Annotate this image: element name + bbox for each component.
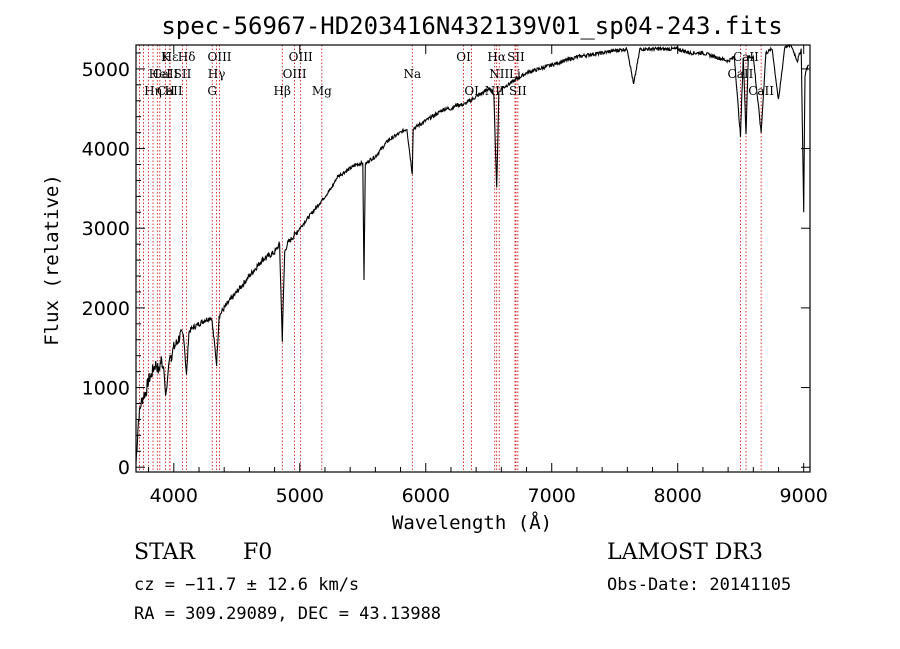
line-label-19: Hα <box>487 50 506 64</box>
chart-title: spec-56967-HD203416N432139V01_sp04-243.f… <box>161 12 782 40</box>
plot-frame <box>135 44 811 473</box>
line-label-16: Na <box>403 67 421 81</box>
line-label-9: OIII <box>207 50 231 64</box>
line-label-5: SII <box>174 67 192 81</box>
line-label-26: CaII <box>728 67 754 81</box>
coordinates: RA = 309.29089, DEC = 43.13988 <box>134 604 442 624</box>
y-tick-label-0: 0 <box>118 457 130 479</box>
y-tick-label-1: 1000 <box>82 378 130 400</box>
line-label-1: CaII <box>153 67 179 81</box>
line-label-27: CaII <box>748 84 774 98</box>
y-tick-label-2: 2000 <box>82 298 130 320</box>
line-label-7: Hη <box>144 84 162 98</box>
series-line-flux <box>135 43 810 464</box>
observation-date: Obs-Date: 20141105 <box>607 575 792 595</box>
x-tick-label-3: 7000 <box>528 485 576 507</box>
line-label-3: Hδ <box>178 50 196 64</box>
y-tick-label-4: 4000 <box>82 139 130 161</box>
x-tick-label-0: 4000 <box>150 485 198 507</box>
spectral-line-markers <box>135 45 762 472</box>
spectrum-chart: spec-56967-HD203416N432139V01_sp04-243.f… <box>41 12 828 534</box>
line-label-25: CaII <box>733 50 759 64</box>
line-label-21: NII <box>489 67 509 81</box>
line-label-24: SII <box>509 84 527 98</box>
line-label-13: OIII <box>283 67 307 81</box>
line-label-12: OIII <box>289 50 313 64</box>
object-type: STAR <box>134 540 195 565</box>
x-axis-ticks: 4000 5000 6000 7000 8000 9000 <box>148 45 828 507</box>
line-label-22: Li <box>509 67 521 81</box>
series-layer <box>135 43 810 464</box>
x-tick-label-5: 9000 <box>780 485 828 507</box>
x-tick-label-4: 8000 <box>654 485 702 507</box>
line-label-20: SII <box>507 50 525 64</box>
survey-name: LAMOST DR3 <box>607 540 763 565</box>
line-label-17: OI <box>456 50 471 64</box>
y-tick-label-3: 3000 <box>82 218 130 240</box>
line-label-11: G <box>207 84 217 98</box>
x-tick-label-2: 6000 <box>402 485 450 507</box>
x-tick-label-1: 5000 <box>276 485 324 507</box>
y-tick-label-5: 5000 <box>82 59 130 81</box>
line-label-6: CaII <box>157 84 183 98</box>
x-axis-label: Wavelength (Å) <box>392 511 552 534</box>
line-label-4: HeI <box>149 67 172 81</box>
object-subclass: F0 <box>243 540 273 565</box>
redshift-velocity: cz = −11.7 ± 12.6 km/s <box>134 575 360 595</box>
line-label-15: Mg <box>312 84 332 98</box>
line-label-10: Hγ <box>208 67 226 81</box>
y-axis-label: Flux (relative) <box>41 174 63 346</box>
line-label-8: H <box>165 84 175 98</box>
line-label-14: Hβ <box>274 84 291 98</box>
line-label-2: K <box>161 50 171 64</box>
y-axis-ticks: 0 1000 2000 3000 4000 5000 <box>82 52 810 479</box>
line-label-18: OI <box>464 84 479 98</box>
